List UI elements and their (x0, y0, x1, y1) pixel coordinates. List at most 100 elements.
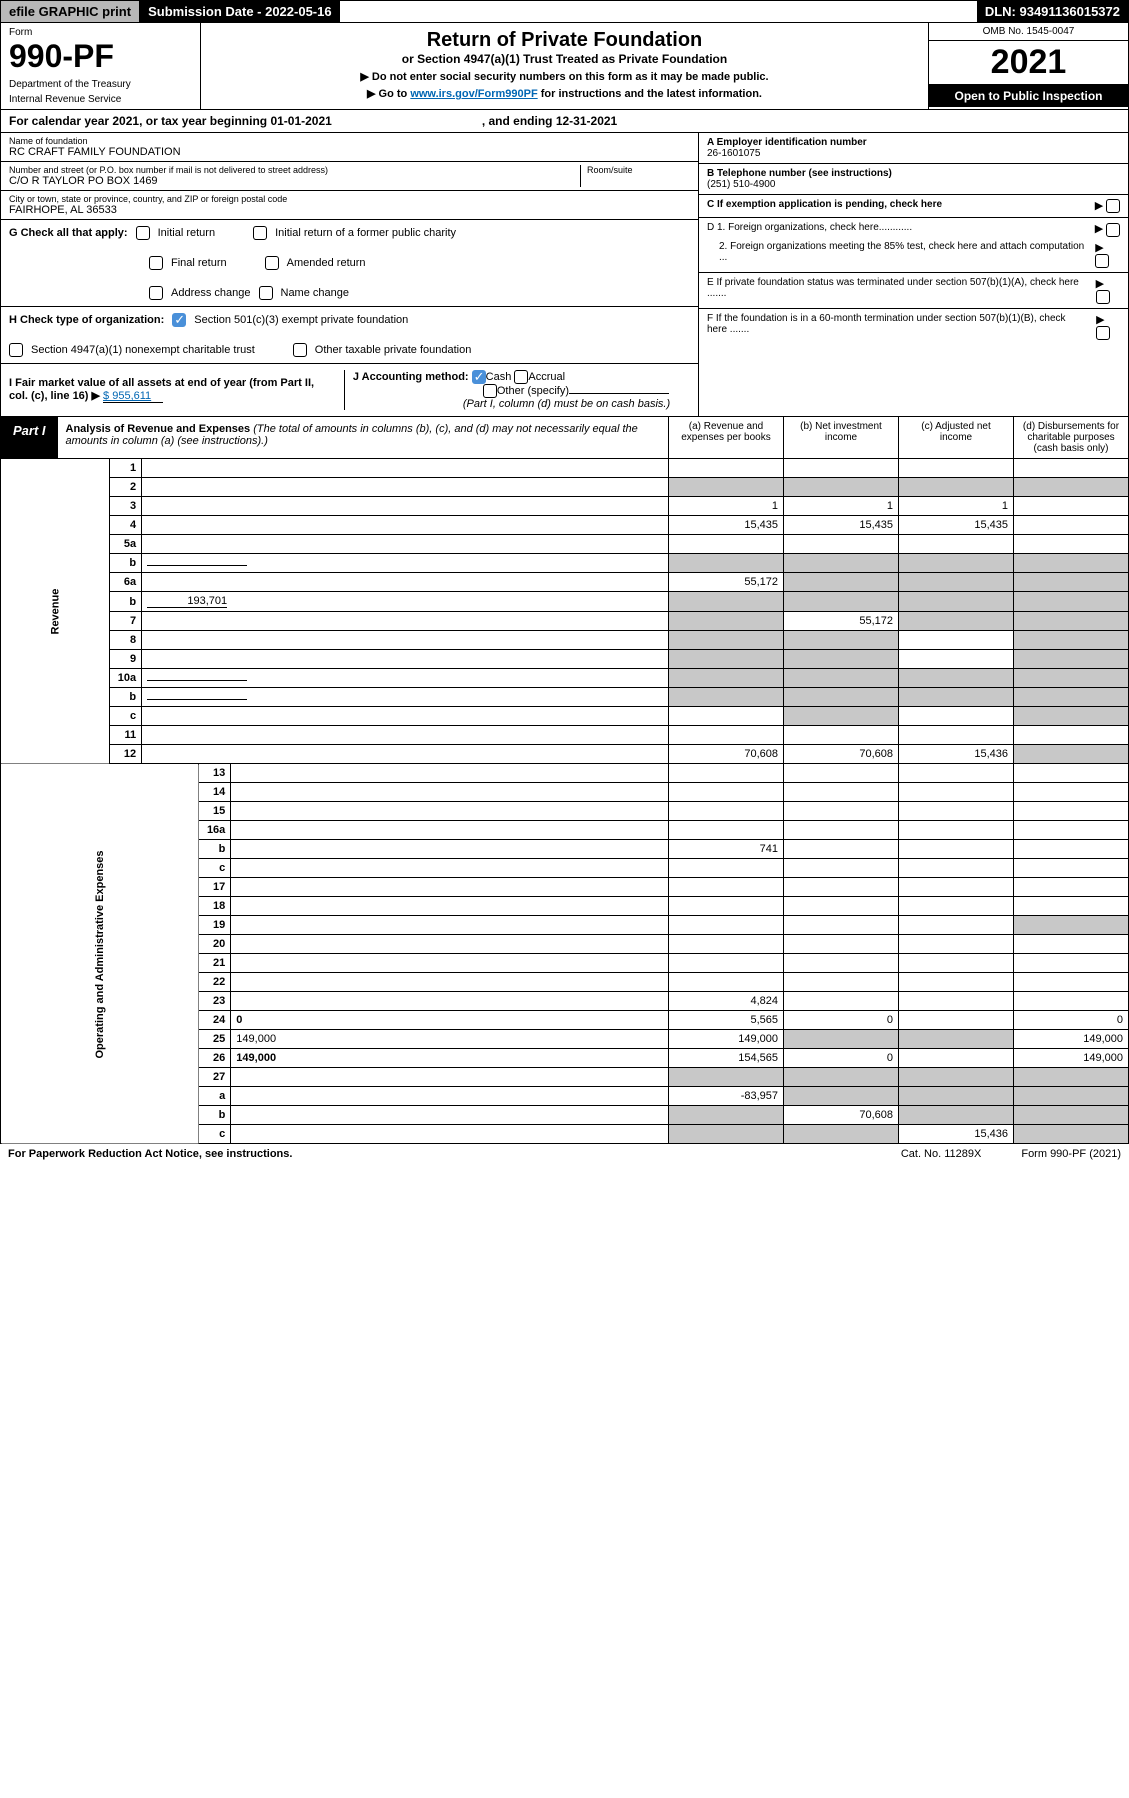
cell-c (899, 612, 1014, 631)
cell-c (899, 1087, 1014, 1106)
4947-label: Section 4947(a)(1) nonexempt charitable … (31, 344, 255, 356)
omb-number: OMB No. 1545-0047 (929, 23, 1128, 41)
irs-link[interactable]: www.irs.gov/Form990PF (410, 88, 537, 100)
row-desc (142, 612, 669, 631)
cell-a: 154,565 (669, 1049, 784, 1068)
cell-d: 149,000 (1014, 1030, 1129, 1049)
4947-checkbox[interactable] (9, 343, 23, 357)
accrual-label: Accrual (528, 371, 565, 383)
j-label: J Accounting method: (353, 371, 469, 383)
cell-b (784, 535, 899, 554)
cell-d (1014, 631, 1129, 650)
row-desc (142, 707, 669, 726)
cell-a (669, 459, 784, 478)
c-checkbox[interactable] (1106, 199, 1120, 213)
cell-a (669, 612, 784, 631)
cell-d (1014, 802, 1129, 821)
open-public: Open to Public Inspection (929, 85, 1128, 107)
goto-pre: ▶ Go to (367, 88, 410, 100)
part1-label: Part I (1, 417, 58, 458)
cell-c (899, 802, 1014, 821)
cell-b (784, 459, 899, 478)
cell-b (784, 859, 899, 878)
cell-b: 15,435 (784, 516, 899, 535)
cell-c: 1 (899, 497, 1014, 516)
cell-d (1014, 707, 1129, 726)
cell-a: 70,608 (669, 745, 784, 764)
form-year-block: OMB No. 1545-0047 2021 Open to Public In… (928, 23, 1128, 109)
name-change-checkbox[interactable] (259, 286, 273, 300)
paperwork-notice: For Paperwork Reduction Act Notice, see … (8, 1148, 292, 1160)
goto-note: ▶ Go to www.irs.gov/Form990PF for instru… (207, 87, 922, 100)
dept-treasury: Department of the Treasury (9, 79, 192, 90)
cell-a (669, 878, 784, 897)
row-desc (231, 916, 669, 935)
cell-d (1014, 1068, 1129, 1087)
col-c-header: (c) Adjusted net income (898, 417, 1013, 458)
row-number: 4 (110, 516, 142, 535)
cell-a (669, 1068, 784, 1087)
row-number: c (199, 859, 231, 878)
addr-label: Number and street (or P.O. box number if… (9, 165, 580, 175)
d1-checkbox[interactable] (1106, 223, 1120, 237)
table-row: b (1, 688, 1129, 707)
501c3-checkbox[interactable] (172, 313, 186, 327)
initial-former-checkbox[interactable] (253, 226, 267, 240)
table-row: b 193,701 (1, 592, 1129, 612)
final-return-checkbox[interactable] (149, 256, 163, 270)
accrual-checkbox[interactable] (514, 370, 528, 384)
other-taxable-checkbox[interactable] (293, 343, 307, 357)
col-b-header: (b) Net investment income (783, 417, 898, 458)
cell-a (669, 535, 784, 554)
arrow-icon: ▶ (1096, 278, 1104, 290)
other-method-checkbox[interactable] (483, 384, 497, 398)
initial-return-checkbox[interactable] (136, 226, 150, 240)
amended-checkbox[interactable] (265, 256, 279, 270)
row-desc (231, 764, 669, 783)
row-desc (142, 535, 669, 554)
row-desc (231, 1125, 669, 1144)
cell-d (1014, 573, 1129, 592)
cell-d (1014, 1087, 1129, 1106)
cell-a (669, 688, 784, 707)
row-desc (142, 745, 669, 764)
ij-row: I Fair market value of all assets at end… (1, 364, 698, 416)
cal-year-begin: For calendar year 2021, or tax year begi… (9, 114, 332, 128)
city-value: FAIRHOPE, AL 36533 (9, 204, 690, 216)
table-row: 8 (1, 631, 1129, 650)
h-label: H Check type of organization: (9, 314, 164, 326)
city-label: City or town, state or province, country… (9, 194, 690, 204)
cash-checkbox[interactable] (472, 370, 486, 384)
part1-title-block: Analysis of Revenue and Expenses (The to… (58, 417, 668, 458)
cell-d (1014, 973, 1129, 992)
cell-a: 55,172 (669, 573, 784, 592)
cell-c (899, 1049, 1014, 1068)
cell-d (1014, 1125, 1129, 1144)
table-row: Revenue1 (1, 459, 1129, 478)
cell-d (1014, 650, 1129, 669)
table-row: 755,172 (1, 612, 1129, 631)
cell-d (1014, 516, 1129, 535)
d1-label: D 1. Foreign organizations, check here..… (707, 222, 912, 236)
cell-a: 15,435 (669, 516, 784, 535)
row-number: 17 (199, 878, 231, 897)
cell-b (784, 840, 899, 859)
other-method-line (569, 393, 669, 394)
name-label: Name of foundation (9, 136, 690, 146)
d2-checkbox[interactable] (1095, 254, 1109, 268)
cash-label: Cash (486, 371, 512, 383)
cell-d (1014, 592, 1129, 612)
row-desc (231, 1087, 669, 1106)
cell-d (1014, 688, 1129, 707)
f-checkbox[interactable] (1096, 326, 1110, 340)
e-checkbox[interactable] (1096, 290, 1110, 304)
fmv-value[interactable]: $ 955,611 (103, 390, 163, 403)
cell-c (899, 954, 1014, 973)
part1-title: Analysis of Revenue and Expenses (66, 423, 251, 435)
row-number: 5a (110, 535, 142, 554)
efile-print-button[interactable]: efile GRAPHIC print (1, 1, 140, 22)
form-ref: Form 990-PF (2021) (1021, 1148, 1121, 1160)
cell-d (1014, 859, 1129, 878)
address-change-checkbox[interactable] (149, 286, 163, 300)
room-label: Room/suite (587, 165, 690, 175)
